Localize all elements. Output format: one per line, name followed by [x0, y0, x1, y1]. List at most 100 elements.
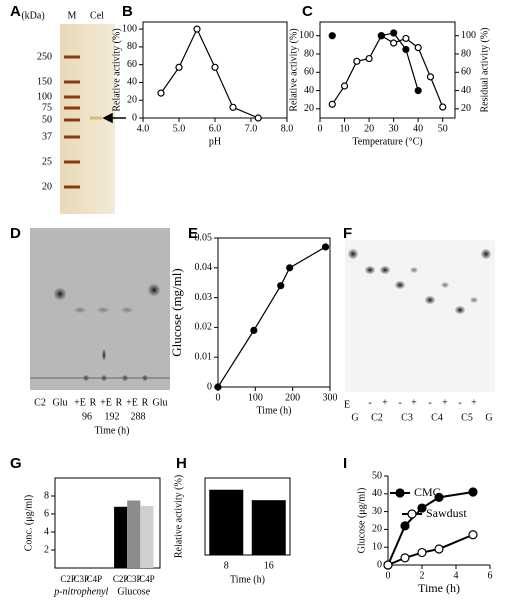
lane-label: R	[142, 397, 149, 408]
lane-label: Glu	[153, 397, 168, 408]
plot-frame	[204, 477, 291, 556]
y-axis-label: Glucose (μg/ml)	[356, 488, 367, 554]
x-tick-label: 10	[340, 123, 350, 134]
lane-labels: E - + - + - + - + G C2 C3 C4 C5 G	[344, 397, 493, 423]
gel-image	[345, 240, 495, 392]
legend-marker	[407, 509, 417, 519]
lane-label: +E	[126, 397, 138, 408]
x-tick-label: 6	[488, 570, 493, 581]
y-axis-label: Glucose (mg/ml)	[169, 268, 184, 356]
x-tick-label: Glucose	[117, 586, 150, 597]
marker-label: 75	[42, 102, 52, 113]
lane-labels: C2 Glu +E R +E R +E R Glu 96 192 288 Tim…	[34, 397, 167, 436]
lane-label: +E	[74, 397, 86, 408]
data-point	[390, 39, 398, 47]
series-line	[331, 34, 444, 108]
lane-label: R	[116, 397, 123, 408]
y-tick-label: 20	[372, 524, 382, 535]
plot-frame	[217, 237, 331, 388]
data-point	[400, 521, 410, 531]
data-point	[383, 560, 393, 570]
y-tick-label: 80	[304, 48, 314, 59]
x-tick-label: p-nitrophenyl	[53, 586, 108, 597]
marker-labels: 250 150 100 75 50 37 25 20	[37, 51, 52, 192]
legend-marker	[395, 488, 405, 498]
x-axis-label: Time (h)	[418, 581, 460, 595]
sign-label: +	[411, 397, 417, 408]
y-tick-label: 50	[372, 470, 382, 481]
data-point	[414, 86, 422, 95]
marker-label: 50	[42, 114, 52, 125]
y2-axis-label: Residual activity (%)	[479, 28, 490, 113]
y-tick-label: 2	[44, 544, 49, 555]
x-tick-label: 4	[454, 570, 459, 581]
lane-label: R	[90, 397, 97, 408]
y-axis-label: Relative activity (%)	[173, 475, 184, 558]
series-label: C3P	[73, 574, 89, 584]
data-point	[468, 530, 478, 540]
data-point	[277, 282, 285, 290]
marker-label: 150	[37, 76, 52, 87]
sign-label: +	[442, 397, 448, 408]
y-tick-label: 40	[127, 77, 137, 88]
panel-letter: A	[10, 3, 21, 20]
data-point	[254, 114, 262, 122]
y-tick-label: 80	[127, 41, 137, 52]
data-point	[414, 43, 422, 52]
data-point	[434, 492, 444, 502]
y-tick-label: 6	[44, 508, 49, 519]
data-point	[426, 73, 435, 81]
data-point	[328, 32, 336, 40]
marker-label: 20	[42, 181, 52, 192]
sign-label: -	[398, 397, 401, 408]
x-tick-label: 16	[264, 560, 274, 571]
series-line	[217, 246, 326, 388]
bar	[140, 505, 154, 568]
data-point	[211, 63, 219, 71]
data-point	[175, 63, 183, 71]
data-point	[229, 103, 237, 111]
data-point	[340, 82, 349, 90]
y-tick-label: 0	[132, 112, 137, 123]
x-tick-label: 0	[216, 392, 221, 403]
lane-label: Cel	[90, 10, 104, 21]
data-point	[377, 32, 385, 40]
y2-tick-label: 100	[461, 30, 476, 41]
y-tick-label: 0	[207, 381, 212, 392]
data-point	[286, 264, 294, 272]
lane-label: C2	[371, 412, 383, 423]
y-axis-label: Conc. (μg/ml)	[23, 495, 34, 551]
tlc-spots	[54, 284, 160, 381]
bar	[251, 500, 286, 555]
data-point	[353, 57, 361, 65]
y-tick-label: 0	[377, 559, 382, 570]
legend-label: CMC	[414, 485, 441, 499]
lane-label: G	[351, 412, 358, 423]
x-axis-label: pH	[209, 136, 221, 147]
tlc-spots	[348, 249, 491, 314]
arrow	[102, 112, 126, 124]
lane-label: M	[68, 10, 77, 21]
y-tick-label: 40	[304, 85, 314, 96]
panel-letter: D	[10, 225, 21, 242]
y2-tick-label: 60	[461, 67, 471, 78]
bar	[209, 489, 244, 555]
marker-label: 37	[42, 131, 52, 142]
data-point	[417, 503, 427, 513]
time-label: 96	[82, 411, 92, 422]
y-tick-label: 60	[127, 59, 137, 70]
x-tick-label: 50	[438, 123, 448, 134]
data-point	[328, 100, 336, 108]
x-tick-label: 7.0	[245, 123, 258, 134]
plot-frame	[319, 21, 456, 119]
data-point	[157, 89, 165, 97]
x-tick-label: 20	[364, 123, 374, 134]
y-tick-label: 0.04	[195, 262, 213, 273]
plot-frame	[54, 477, 161, 569]
data-point	[214, 383, 222, 391]
lane-label: G	[485, 412, 492, 423]
series-line	[387, 491, 474, 566]
bar	[114, 506, 128, 568]
x-tick-label: 8	[224, 560, 229, 571]
marker-label: 25	[42, 156, 52, 167]
